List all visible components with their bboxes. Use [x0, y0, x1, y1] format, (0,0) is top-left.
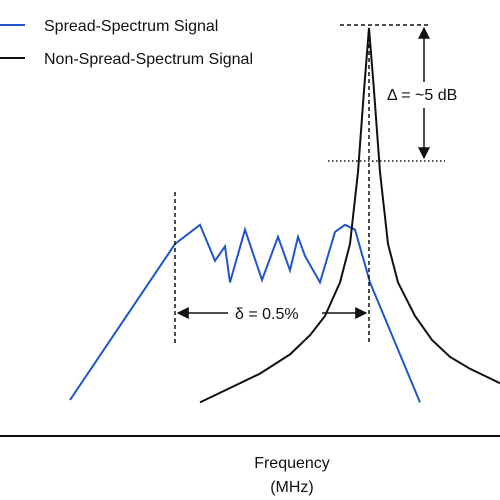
x-axis-label-line1: Frequency: [254, 455, 330, 472]
delta-annotation: Δ = ~5 dB: [328, 24, 457, 162]
small-delta-annotation: δ = 0.5%: [174, 30, 370, 345]
legend-label-spread: Spread-Spectrum Signal: [44, 18, 218, 35]
legend: Spread-Spectrum Signal Non-Spread-Spectr…: [0, 18, 253, 68]
small-delta-label: δ = 0.5%: [235, 306, 299, 323]
x-axis-label-line2: (MHz): [270, 479, 314, 496]
delta-label: Δ = ~5 dB: [387, 87, 457, 104]
series-line-spread: [69, 223, 421, 403]
legend-label-nonspread: Non-Spread-Spectrum Signal: [44, 51, 253, 68]
series-line-nonspread: [199, 27, 500, 404]
